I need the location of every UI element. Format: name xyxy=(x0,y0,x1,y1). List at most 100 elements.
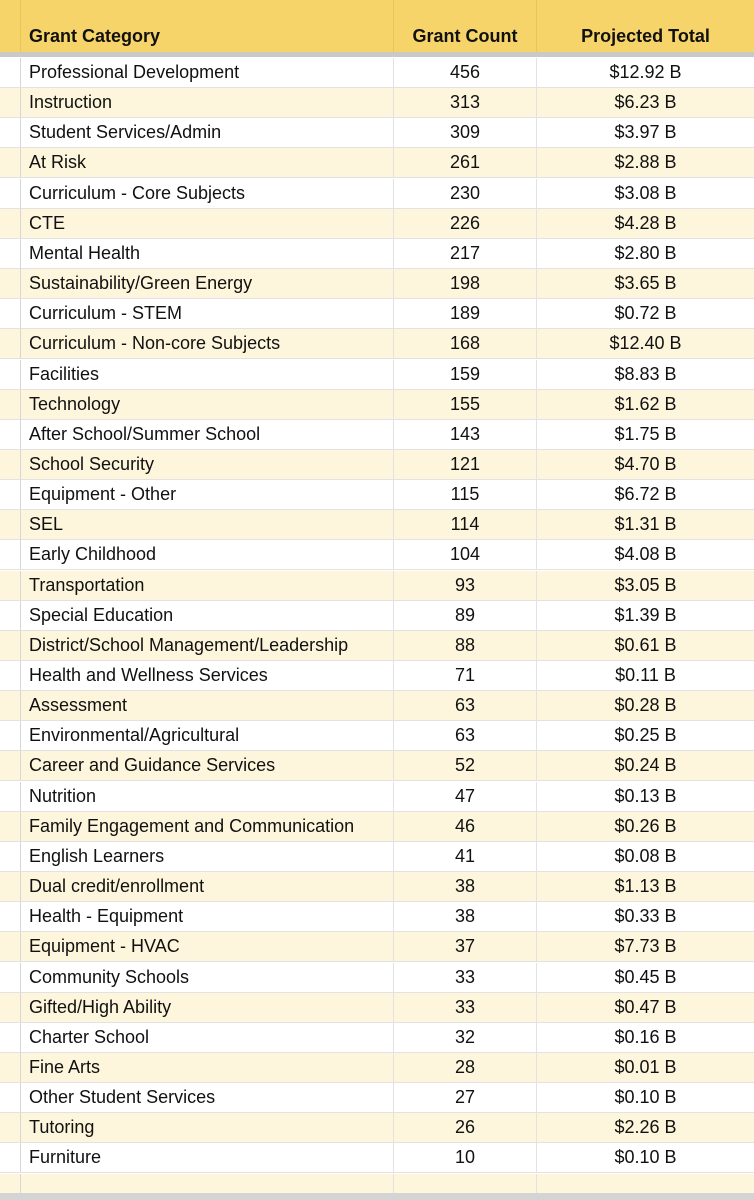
grant-category-cell[interactable]: Career and Guidance Services xyxy=(21,751,394,781)
row-header-cell[interactable] xyxy=(0,208,21,238)
projected-total-cell[interactable]: $2.80 B xyxy=(614,242,677,263)
projected-total-cell[interactable]: $0.61 B xyxy=(614,634,677,655)
projected-total-cell[interactable]: $12.92 B xyxy=(609,62,682,82)
grant-category-cell[interactable]: Early Childhood xyxy=(21,540,394,570)
projected-total-cell[interactable]: $1.62 B xyxy=(614,393,677,414)
row-header-cell[interactable] xyxy=(0,721,21,751)
grant-category-cell[interactable]: Instruction xyxy=(21,88,394,118)
header-grant-category[interactable]: Grant Category xyxy=(21,0,394,52)
grant-category-cell[interactable]: At Risk xyxy=(21,148,394,178)
grant-count-cell[interactable]: 63 xyxy=(394,721,537,751)
grant-count-cell[interactable]: 121 xyxy=(394,449,537,479)
grant-count-cell[interactable]: 143 xyxy=(394,419,537,449)
grant-count-cell[interactable]: 47 xyxy=(394,781,537,811)
grant-category-cell[interactable]: Assessment xyxy=(21,691,394,721)
projected-total-cell[interactable]: $0.25 B xyxy=(614,725,677,746)
grant-count-cell[interactable]: 88 xyxy=(394,630,537,660)
grant-category-cell[interactable]: CTE xyxy=(21,208,394,238)
grant-category-cell[interactable]: Curriculum - STEM xyxy=(21,299,394,329)
grant-category-cell[interactable]: Technology xyxy=(21,389,394,419)
grant-count-cell[interactable]: 309 xyxy=(394,118,537,148)
header-projected-total[interactable]: Projected Total xyxy=(581,25,710,46)
projected-total-cell[interactable]: $6.23 B xyxy=(614,92,677,113)
projected-total-cell[interactable]: $3.65 B xyxy=(614,273,677,294)
frozen-row-divider[interactable] xyxy=(0,52,754,57)
projected-total-cell[interactable]: $0.24 B xyxy=(614,755,677,776)
row-header-cell[interactable] xyxy=(0,0,21,52)
projected-total-cell[interactable]: $4.08 B xyxy=(614,544,677,565)
projected-total-cell[interactable]: $0.10 B xyxy=(614,1087,677,1108)
grant-category-cell[interactable]: Equipment - Other xyxy=(21,480,394,510)
grant-category-cell[interactable]: Other Student Services xyxy=(21,1083,394,1113)
projected-total-cell[interactable]: $0.01 B xyxy=(614,1056,677,1077)
grant-count-cell[interactable]: 27 xyxy=(394,1083,537,1113)
grant-category-cell[interactable]: Transportation xyxy=(21,570,394,600)
projected-total-cell[interactable]: $0.45 B xyxy=(614,966,677,987)
grant-category-cell[interactable]: Facilities xyxy=(21,359,394,389)
row-header-cell[interactable] xyxy=(0,480,21,510)
grant-count-cell[interactable]: 198 xyxy=(394,269,537,299)
grant-category-cell[interactable]: Charter School xyxy=(21,1022,394,1052)
row-header-cell[interactable] xyxy=(0,600,21,630)
projected-total-cell[interactable]: $3.97 B xyxy=(614,122,677,143)
grant-category-cell[interactable]: English Learners xyxy=(21,841,394,871)
grant-category-cell[interactable]: Sustainability/Green Energy xyxy=(21,269,394,299)
grant-count-cell[interactable]: 89 xyxy=(394,600,537,630)
grant-category-cell[interactable]: SEL xyxy=(21,510,394,540)
grant-count-cell[interactable]: 159 xyxy=(394,359,537,389)
grant-count-cell[interactable]: 26 xyxy=(394,1113,537,1143)
grant-count-cell[interactable]: 456 xyxy=(394,58,537,87)
row-header-cell[interactable] xyxy=(0,510,21,540)
grant-category-cell[interactable]: Nutrition xyxy=(21,781,394,811)
grant-count-cell[interactable]: 155 xyxy=(394,389,537,419)
row-header-cell[interactable] xyxy=(0,329,21,359)
grant-category-cell[interactable]: Gifted/High Ability xyxy=(21,992,394,1022)
row-header-cell[interactable] xyxy=(0,1083,21,1113)
projected-total-cell[interactable]: $0.10 B xyxy=(614,1147,677,1168)
projected-total-cell[interactable]: $6.72 B xyxy=(614,484,677,505)
row-header-cell[interactable] xyxy=(0,992,21,1022)
row-header-cell[interactable] xyxy=(0,449,21,479)
grant-count-cell[interactable]: 313 xyxy=(394,88,537,118)
row-header-cell[interactable] xyxy=(0,178,21,208)
projected-total-cell[interactable]: $0.72 B xyxy=(614,303,677,324)
grant-count-cell[interactable]: 230 xyxy=(394,178,537,208)
projected-total-cell[interactable]: $1.13 B xyxy=(614,876,677,897)
row-header-cell[interactable] xyxy=(0,781,21,811)
row-header-cell[interactable] xyxy=(0,962,21,992)
projected-total-cell[interactable]: $3.05 B xyxy=(614,574,677,595)
projected-total-cell[interactable]: $0.11 B xyxy=(615,665,676,685)
empty-cell[interactable] xyxy=(394,1173,537,1195)
row-header-cell[interactable] xyxy=(0,540,21,570)
grant-category-cell[interactable]: Health - Equipment xyxy=(21,902,394,932)
projected-total-cell[interactable]: $3.08 B xyxy=(614,182,677,203)
grant-count-cell[interactable]: 189 xyxy=(394,299,537,329)
row-header-cell[interactable] xyxy=(0,811,21,841)
grant-category-cell[interactable]: Curriculum - Non-core Subjects xyxy=(21,329,394,359)
empty-cell[interactable] xyxy=(21,1173,394,1195)
grant-category-cell[interactable]: Special Education xyxy=(21,600,394,630)
grant-category-cell[interactable]: After School/Summer School xyxy=(21,419,394,449)
row-header-cell[interactable] xyxy=(0,389,21,419)
grant-count-cell[interactable]: 168 xyxy=(394,329,537,359)
projected-total-cell[interactable]: $0.08 B xyxy=(614,845,677,866)
grant-count-cell[interactable]: 33 xyxy=(394,962,537,992)
grant-count-cell[interactable]: 38 xyxy=(394,872,537,902)
grant-count-cell[interactable]: 226 xyxy=(394,208,537,238)
grant-category-cell[interactable]: District/School Management/Leadership xyxy=(21,630,394,660)
row-header-cell[interactable] xyxy=(0,419,21,449)
projected-total-cell[interactable]: $0.47 B xyxy=(614,996,677,1017)
grant-category-cell[interactable]: Family Engagement and Communication xyxy=(21,811,394,841)
projected-total-cell[interactable]: $2.26 B xyxy=(614,1117,677,1138)
projected-total-cell[interactable]: $7.73 B xyxy=(614,936,677,957)
grant-category-cell[interactable]: Dual credit/enrollment xyxy=(21,872,394,902)
grant-category-cell[interactable]: Curriculum - Core Subjects xyxy=(21,178,394,208)
grant-category-cell[interactable]: Mental Health xyxy=(21,238,394,268)
grant-count-cell[interactable]: 104 xyxy=(394,540,537,570)
grant-category-cell[interactable]: Student Services/Admin xyxy=(21,118,394,148)
projected-total-cell[interactable]: $0.33 B xyxy=(614,906,677,927)
row-header-cell[interactable] xyxy=(0,88,21,118)
projected-total-cell[interactable]: $4.70 B xyxy=(614,453,677,474)
row-header-cell[interactable] xyxy=(0,902,21,932)
empty-cell[interactable] xyxy=(537,1174,754,1195)
